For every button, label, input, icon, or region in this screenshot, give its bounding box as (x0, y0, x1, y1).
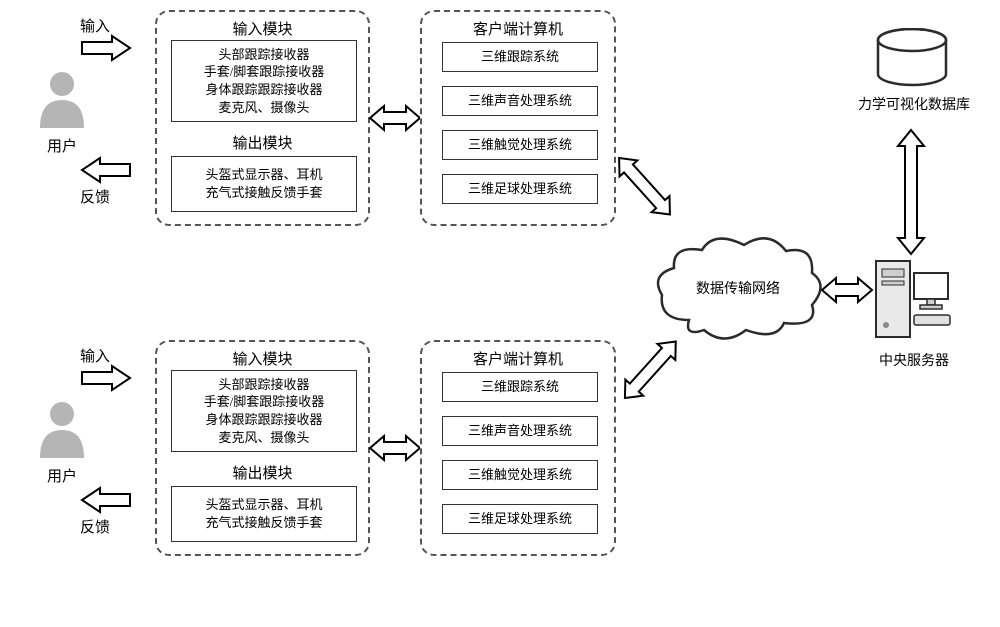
io-module-input-items: 头部跟踪接收器 手套/脚套跟踪接收器 身体跟踪跟踪接收器 麦克风、摄像头 (171, 370, 357, 452)
client-item-2: 三维触觉处理系统 (442, 460, 598, 490)
server-db-arrow-icon (898, 130, 924, 255)
io-module-output-items: 头盔式显示器、耳机 充气式接触反馈手套 (171, 156, 357, 212)
io-module-box: 输入模块 头部跟踪接收器 手套/脚套跟踪接收器 身体跟踪跟踪接收器 麦克风、摄像… (155, 10, 370, 226)
feedback-arrow-icon (82, 158, 132, 184)
io-client-arrow-icon (370, 106, 422, 132)
row-bottom: 用户 输入 反馈 输入模块 头部跟踪接收器 手套/脚套跟踪接收器 身体跟踪跟踪接… (0, 340, 1000, 570)
client-item-3: 三维足球处理系统 (442, 174, 598, 204)
client-item-0: 三维跟踪系统 (442, 42, 598, 72)
input-arrow-label: 输入 (80, 345, 110, 366)
user-icon (40, 70, 84, 130)
io-module-output-items: 头盔式显示器、耳机 充气式接触反馈手套 (171, 486, 357, 542)
client-module-title: 客户端计算机 (422, 18, 614, 39)
user-label: 用户 (36, 135, 88, 156)
user-label: 用户 (36, 465, 88, 486)
row-top: 用户 输入 反馈 输入模块 头部跟踪接收器 手套/脚套跟踪接收器 身体跟踪跟踪接… (0, 10, 1000, 240)
server-label: 中央服务器 (866, 350, 962, 370)
io-module-box: 输入模块 头部跟踪接收器 手套/脚套跟踪接收器 身体跟踪跟踪接收器 麦克风、摄像… (155, 340, 370, 556)
io-module-input-title: 输入模块 (157, 348, 368, 369)
database-icon (876, 28, 948, 88)
cloud-label: 数据传输网络 (688, 278, 788, 298)
client-module-title: 客户端计算机 (422, 348, 614, 369)
input-arrow-label: 输入 (80, 15, 110, 36)
user-icon (40, 400, 84, 460)
feedback-arrow-icon (82, 488, 132, 514)
input-arrow-icon (82, 36, 132, 62)
client-item-1: 三维声音处理系统 (442, 86, 598, 116)
feedback-arrow-label: 反馈 (80, 516, 110, 537)
client-item-1: 三维声音处理系统 (442, 416, 598, 446)
io-module-input-items: 头部跟踪接收器 手套/脚套跟踪接收器 身体跟踪跟踪接收器 麦克风、摄像头 (171, 40, 357, 122)
io-module-input-title: 输入模块 (157, 18, 368, 39)
client-module-box: 客户端计算机 三维跟踪系统 三维声音处理系统 三维触觉处理系统 三维足球处理系统 (420, 10, 616, 226)
client-module-box: 客户端计算机 三维跟踪系统 三维声音处理系统 三维触觉处理系统 三维足球处理系统 (420, 340, 616, 556)
client-item-2: 三维触觉处理系统 (442, 130, 598, 160)
client-item-3: 三维足球处理系统 (442, 504, 598, 534)
feedback-arrow-label: 反馈 (80, 186, 110, 207)
io-module-output-title: 输出模块 (157, 132, 368, 153)
io-module-output-title: 输出模块 (157, 462, 368, 483)
client-item-0: 三维跟踪系统 (442, 372, 598, 402)
io-client-arrow-icon (370, 436, 422, 462)
server-icon (874, 255, 952, 345)
cloud-server-arrow-icon (822, 278, 874, 304)
database-label: 力学可视化数据库 (848, 94, 980, 114)
input-arrow-icon (82, 366, 132, 392)
